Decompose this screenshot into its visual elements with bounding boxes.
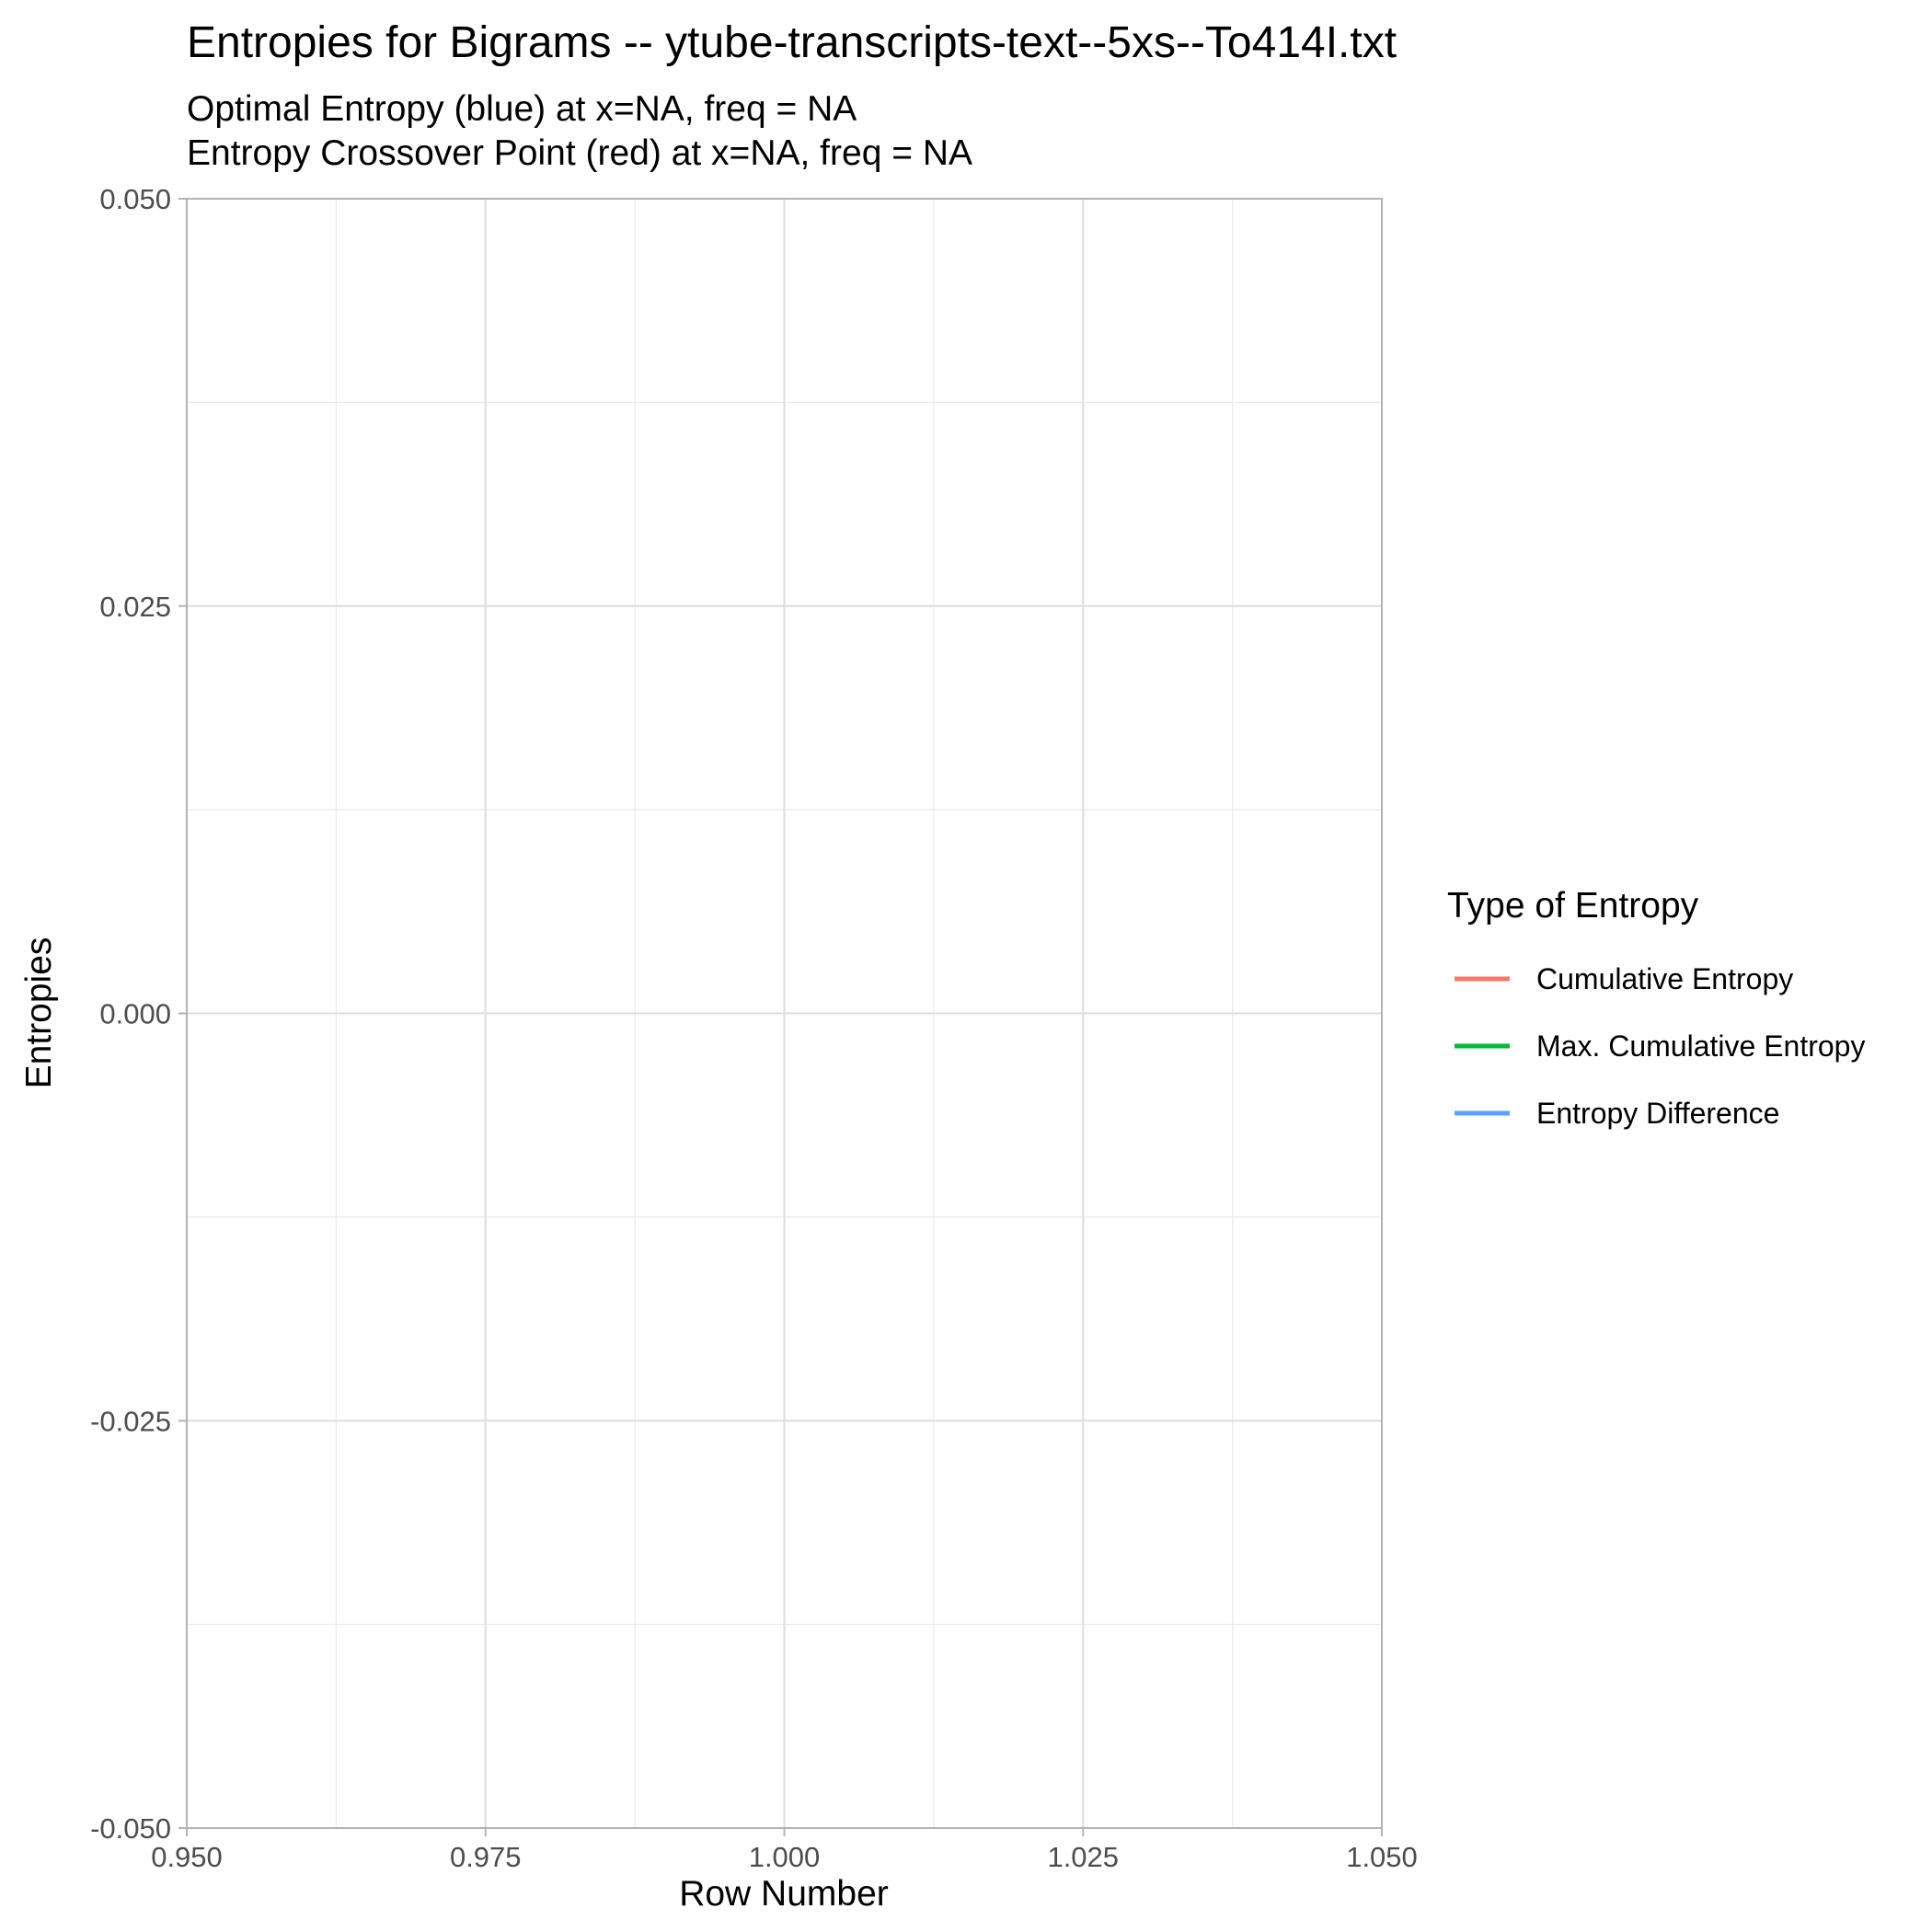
- legend: Type of Entropy Cumulative Entropy Max. C…: [1447, 886, 1865, 1130]
- grid-lines: [186, 198, 1383, 1829]
- chart-subtitle-line-2: Entropy Crossover Point (red) at x=NA, f…: [187, 133, 972, 173]
- y-axis-title: Entropies: [19, 937, 59, 1089]
- y-tick-label: -0.025: [90, 1405, 171, 1437]
- x-tick-label: 0.975: [450, 1841, 522, 1873]
- y-tick-label: 0.050: [99, 183, 171, 215]
- x-tick-label: 1.050: [1346, 1841, 1418, 1873]
- legend-label: Cumulative Entropy: [1536, 962, 1793, 995]
- x-tick-label: 0.950: [151, 1841, 223, 1873]
- x-tick-label: 1.000: [749, 1841, 821, 1873]
- y-tick-label: -0.050: [90, 1812, 171, 1845]
- x-axis-title: Row Number: [679, 1874, 889, 1914]
- axis-ticks: 0.950 0.975 1.000 1.025 1.050 -0.050 -0.025 0.0…: [90, 183, 1418, 1873]
- x-tick-label: 1.025: [1047, 1841, 1119, 1873]
- legend-items: Cumulative Entropy Max. Cumulative Entrop…: [1455, 962, 1865, 1130]
- chart-title: Entropies for Bigrams -- ytube-transcrip…: [187, 18, 1397, 67]
- legend-title: Type of Entropy: [1447, 886, 1699, 926]
- legend-label: Entropy Difference: [1536, 1097, 1779, 1130]
- chart-subtitle-line-1: Optimal Entropy (blue) at x=NA, freq = N…: [187, 89, 857, 129]
- legend-label: Max. Cumulative Entropy: [1536, 1029, 1865, 1063]
- y-tick-label: 0.000: [99, 998, 171, 1030]
- y-tick-label: 0.025: [99, 591, 171, 623]
